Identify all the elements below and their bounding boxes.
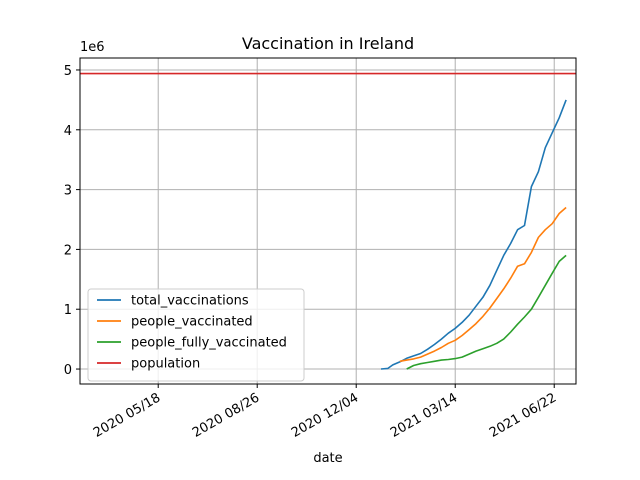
chart-title: Vaccination in Ireland xyxy=(242,34,414,53)
y-tick-label: 5 xyxy=(64,64,72,79)
series-line-people-vaccinated xyxy=(399,206,567,363)
y-tick-label: 0 xyxy=(64,363,72,378)
legend-label: population xyxy=(131,357,200,372)
legend: total_vaccinations people_vaccinatedpeopl… xyxy=(87,288,305,382)
legend-box xyxy=(87,288,305,382)
plot-frame xyxy=(79,57,577,385)
legend-label: people_vaccinated xyxy=(131,315,253,330)
y-tick-label: 1 xyxy=(64,303,72,318)
y-scale-label: 1e6 xyxy=(80,40,105,55)
legend-label: total_vaccinations xyxy=(131,294,249,309)
series-line-people-fully-vaccinated xyxy=(406,254,567,370)
y-tick-label: 4 xyxy=(64,124,72,139)
grid-layer xyxy=(80,58,576,384)
y-tick-label: 3 xyxy=(64,184,72,199)
y-tick-label: 2 xyxy=(64,243,72,258)
x-axis-label: date xyxy=(313,451,342,466)
series-line-total-vaccinations xyxy=(380,99,567,370)
legend-label: people_fully_vaccinated xyxy=(131,336,287,351)
series-layer xyxy=(80,72,576,370)
